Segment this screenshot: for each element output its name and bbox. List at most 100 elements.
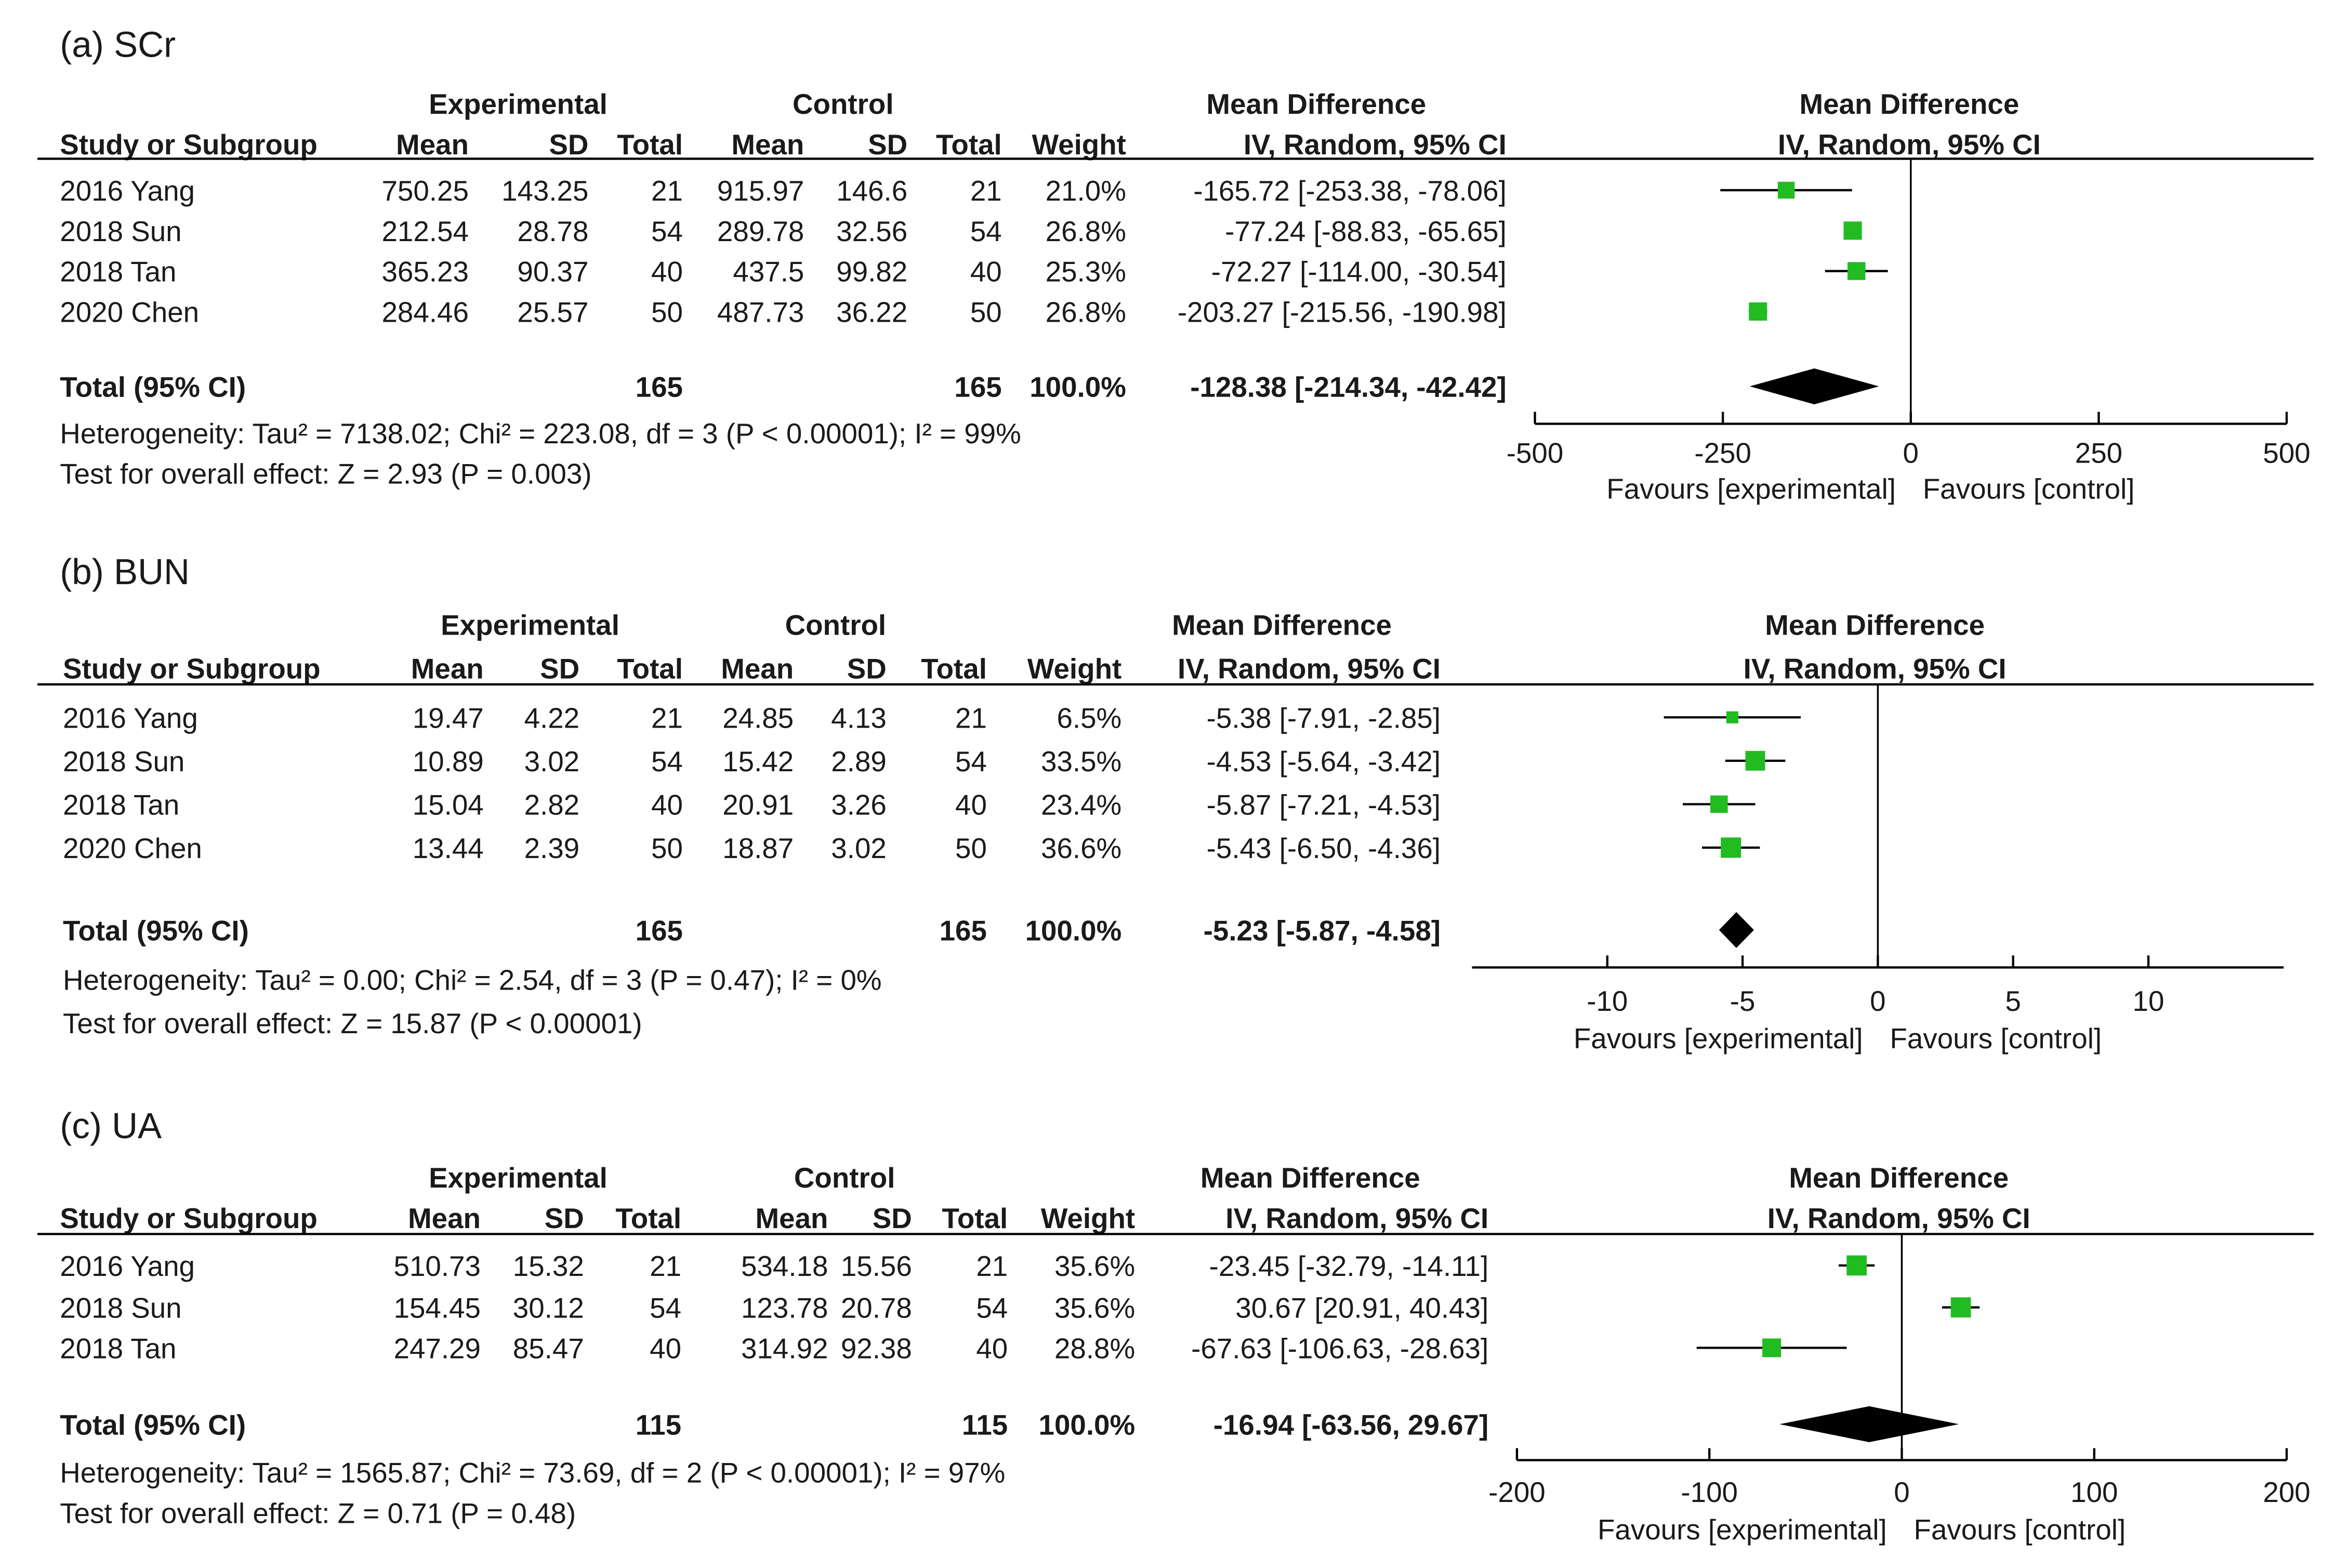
total-ci: -5.23 [-5.87, -4.58]: [1204, 915, 1441, 947]
study-name: 2016 Yang: [60, 175, 195, 207]
weight-header: Weight: [1032, 128, 1126, 161]
exp-sd-cell: 90.37: [517, 256, 588, 288]
ctl-mean-cell: 437.5: [733, 256, 804, 288]
plot-ci-header: IV, Random, 95% CI: [1778, 128, 2041, 161]
ci-cell: -4.53 [-5.64, -3.42]: [1207, 745, 1441, 778]
weight-header: Weight: [1041, 1202, 1135, 1234]
total-weight: 100.0%: [1039, 1408, 1136, 1441]
ci-cell: 30.67 [20.91, 40.43]: [1235, 1292, 1488, 1324]
plot-mean-difference-header: Mean Difference: [1765, 609, 1985, 641]
study-name: 2020 Chen: [60, 296, 199, 328]
exp-total-header: Total: [617, 128, 683, 161]
weight-cell: 35.6%: [1054, 1292, 1135, 1324]
weight-cell: 26.8%: [1046, 215, 1126, 247]
exp-total-cell: 21: [651, 175, 683, 207]
study-point-marker: [1726, 711, 1738, 723]
study-name: 2016 Yang: [63, 702, 198, 734]
study-point-marker: [1843, 221, 1862, 240]
study-name: 2018 Tan: [60, 256, 176, 288]
study-point-marker: [1710, 795, 1728, 813]
ci-cell: -165.72 [-253.38, -78.06]: [1193, 175, 1507, 207]
total-exp-count: 165: [636, 915, 683, 947]
ci-header: IV, Random, 95% CI: [1178, 652, 1441, 684]
exp-sd-cell: 2.39: [524, 832, 580, 864]
x-tick-label: 0: [1870, 985, 1885, 1017]
weight-cell: 23.4%: [1041, 789, 1121, 821]
ctl-mean-cell: 24.85: [722, 702, 794, 734]
exp-mean-cell: 13.44: [413, 832, 484, 864]
ctl-sd-header: SD: [873, 1202, 912, 1234]
ci-cell: -5.43 [-6.50, -4.36]: [1207, 832, 1441, 864]
study-name: 2018 Sun: [60, 1292, 181, 1324]
ci-cell: -67.63 [-106.63, -28.63]: [1191, 1333, 1488, 1365]
ci-cell: -203.27 [-215.56, -190.98]: [1178, 296, 1507, 328]
x-tick-label: -200: [1488, 1476, 1546, 1508]
ctl-mean-cell: 123.78: [741, 1292, 828, 1324]
x-tick-label: 250: [2075, 437, 2122, 469]
exp-total-header: Total: [617, 652, 683, 684]
x-tick-label: 5: [2005, 985, 2021, 1017]
study-point-marker: [1950, 1297, 1971, 1317]
control-group-header: Control: [794, 1162, 895, 1194]
favours-experimental-label: Favours [experimental]: [1606, 473, 1896, 505]
exp-mean-cell: 510.73: [394, 1250, 481, 1282]
panel-label: (c) UA: [60, 1105, 162, 1146]
study-column-header: Study or Subgroup: [60, 128, 318, 161]
ctl-total-cell: 54: [955, 745, 987, 778]
study-name: 2018 Tan: [63, 789, 179, 821]
exp-mean-header: Mean: [408, 1202, 481, 1234]
exp-total-cell: 50: [651, 296, 683, 328]
weight-header: Weight: [1027, 652, 1121, 684]
overall-effect-note: Test for overall effect: Z = 2.93 (P = 0…: [60, 458, 591, 490]
exp-total-cell: 54: [651, 745, 683, 778]
ctl-total-header: Total: [936, 128, 1002, 161]
ctl-mean-cell: 314.92: [741, 1333, 828, 1365]
ctl-sd-cell: 20.78: [841, 1292, 912, 1324]
exp-sd-cell: 4.22: [524, 702, 580, 734]
study-column-header: Study or Subgroup: [60, 1202, 318, 1234]
exp-mean-cell: 750.25: [381, 175, 468, 207]
ctl-mean-header: Mean: [756, 1202, 828, 1234]
exp-total-cell: 54: [651, 215, 683, 247]
ctl-sd-cell: 15.56: [841, 1250, 912, 1282]
exp-mean-cell: 284.46: [381, 296, 468, 328]
ci-cell: -5.38 [-7.91, -2.85]: [1207, 702, 1441, 734]
ci-cell: -77.24 [-88.83, -65.65]: [1225, 215, 1507, 247]
exp-mean-cell: 15.04: [413, 789, 484, 821]
favours-experimental-label: Favours [experimental]: [1598, 1513, 1887, 1546]
x-tick-label: 0: [1894, 1476, 1909, 1508]
study-point-marker: [1721, 837, 1741, 858]
exp-sd-cell: 30.12: [513, 1292, 584, 1324]
plot-mean-difference-header: Mean Difference: [1789, 1162, 2009, 1194]
study-name: 2018 Sun: [60, 215, 181, 247]
heterogeneity-note: Heterogeneity: Tau² = 1565.87; Chi² = 73…: [60, 1457, 1005, 1489]
ctl-sd-header: SD: [868, 128, 907, 161]
ctl-total-cell: 21: [976, 1250, 1008, 1282]
total-exp-count: 115: [636, 1408, 681, 1441]
ci-header: IV, Random, 95% CI: [1244, 128, 1507, 161]
plot-mean-difference-header: Mean Difference: [1800, 88, 2020, 120]
exp-total-cell: 50: [651, 832, 683, 864]
exp-mean-cell: 19.47: [413, 702, 484, 734]
weight-cell: 35.6%: [1054, 1250, 1135, 1282]
study-point-marker: [1777, 181, 1795, 199]
ctl-sd-cell: 2.89: [831, 745, 887, 778]
exp-sd-cell: 25.57: [517, 296, 588, 328]
plot-ci-header: IV, Random, 95% CI: [1744, 652, 2007, 684]
exp-sd-cell: 28.78: [517, 215, 588, 247]
overall-effect-note: Test for overall effect: Z = 15.87 (P < …: [63, 1007, 642, 1039]
study-name: 2018 Tan: [60, 1333, 176, 1365]
exp-total-cell: 21: [651, 702, 683, 734]
ctl-total-header: Total: [942, 1202, 1008, 1234]
ctl-total-cell: 40: [970, 256, 1002, 288]
ctl-total-cell: 50: [970, 296, 1002, 328]
ci-header: IV, Random, 95% CI: [1225, 1202, 1488, 1234]
exp-sd-cell: 3.02: [524, 745, 580, 778]
x-tick-label: -10: [1587, 985, 1628, 1017]
x-tick-label: -100: [1681, 1476, 1738, 1508]
experimental-group-header: Experimental: [429, 1162, 608, 1194]
control-group-header: Control: [785, 609, 887, 641]
ctl-sd-cell: 32.56: [836, 215, 907, 247]
